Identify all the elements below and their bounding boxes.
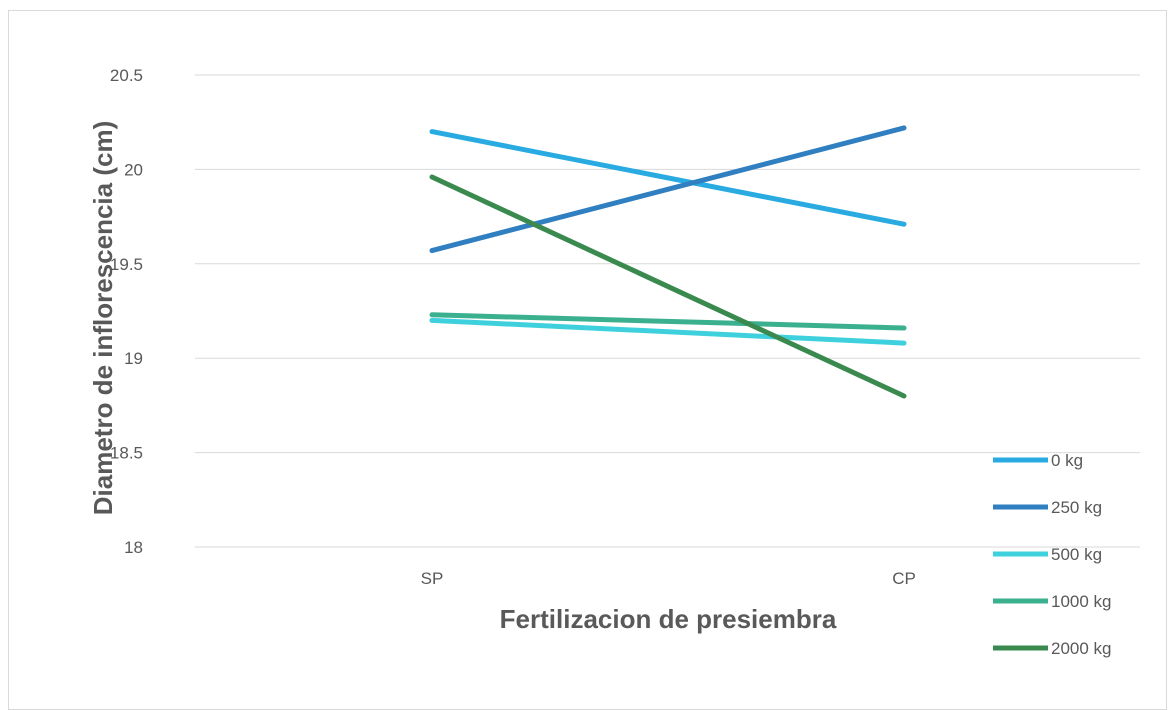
y-axis-title: Diametro de inflorescencia (cm) <box>88 121 118 515</box>
legend: 0 kg 250 kg 500 kg 1000 kg 2000 kg <box>993 451 1112 658</box>
y-tick-label: 19.5 <box>110 255 143 274</box>
chart-frame <box>8 10 1167 710</box>
series-line-2000-kg <box>429 174 907 399</box>
x-tick-label: SP <box>421 569 444 588</box>
series-line-500-kg <box>429 317 907 346</box>
legend-label: 1000 kg <box>1051 592 1112 611</box>
y-tick-label: 18 <box>124 538 143 557</box>
legend-label: 0 kg <box>1051 451 1083 470</box>
legend-label: 250 kg <box>1051 498 1102 517</box>
y-tick-label: 20.5 <box>110 66 143 85</box>
y-tick-label: 20 <box>124 160 143 179</box>
gridlines <box>195 74 1140 548</box>
y-axis-tick-labels: 18 18.5 19 19.5 20 20.5 <box>110 66 143 557</box>
y-tick-label: 18.5 <box>110 444 143 463</box>
x-tick-label: CP <box>892 569 916 588</box>
legend-label: 500 kg <box>1051 545 1102 564</box>
series-line-250-kg <box>429 125 907 254</box>
series-line-0-kg <box>429 129 907 227</box>
series-lines <box>429 125 907 399</box>
series-line-1000-kg <box>429 312 907 331</box>
x-axis-tick-labels: SP CP <box>421 569 916 588</box>
x-axis-title: Fertilizacion de presiembra <box>500 604 837 634</box>
legend-label: 2000 kg <box>1051 639 1112 658</box>
y-tick-label: 19 <box>124 349 143 368</box>
